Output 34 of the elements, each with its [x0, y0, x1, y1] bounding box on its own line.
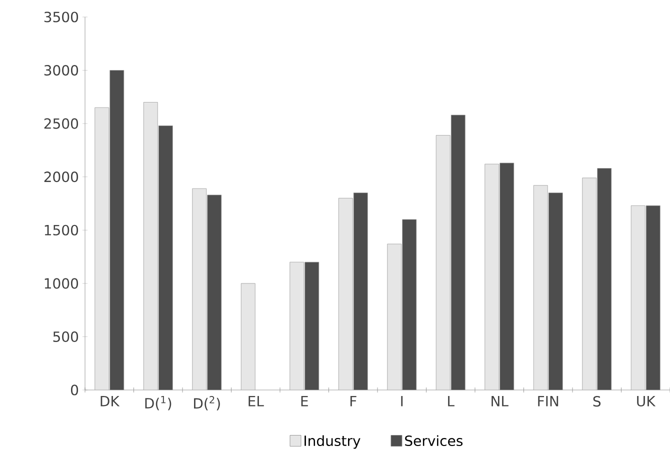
x-tick-label: F: [350, 396, 356, 406]
x-tick-label: FIN: [538, 396, 558, 406]
legend-label: Services: [405, 435, 463, 446]
bar: [402, 219, 417, 390]
bar: [646, 205, 660, 390]
bar: [304, 262, 320, 390]
y-tick-label: 1000: [44, 278, 78, 289]
x-tick-label: S: [593, 396, 601, 407]
y-tick-label: 500: [53, 331, 78, 342]
bar: [240, 283, 256, 390]
bar: [353, 192, 368, 390]
bar: [450, 114, 466, 390]
x-tick-label: E: [301, 396, 308, 406]
bar: [597, 168, 612, 390]
y-tick-label: 3000: [44, 64, 78, 76]
y-tick-label: 2000: [44, 172, 78, 182]
x-tick-label: D($^{2}$): [194, 396, 220, 410]
bar: [158, 125, 173, 390]
bar: [207, 194, 222, 390]
y-tick-label: 1500: [44, 224, 78, 236]
bar: [548, 192, 563, 390]
x-tick-label: D($^{1}$): [145, 396, 172, 410]
x-tick-label: NL: [492, 396, 508, 406]
bar: [110, 70, 124, 390]
bar: [500, 162, 514, 390]
y-tick-label: 2500: [44, 118, 78, 129]
x-tick-label: EL: [248, 396, 264, 406]
y-tick-label: 0: [70, 384, 78, 396]
x-tick-label: UK: [637, 396, 656, 406]
legend-label: Industry: [304, 435, 360, 449]
x-tick-label: I: [401, 396, 403, 406]
x-tick-label: L: [448, 396, 454, 406]
x-tick-label: DK: [100, 396, 120, 406]
y-tick-label: 3500: [44, 12, 78, 22]
